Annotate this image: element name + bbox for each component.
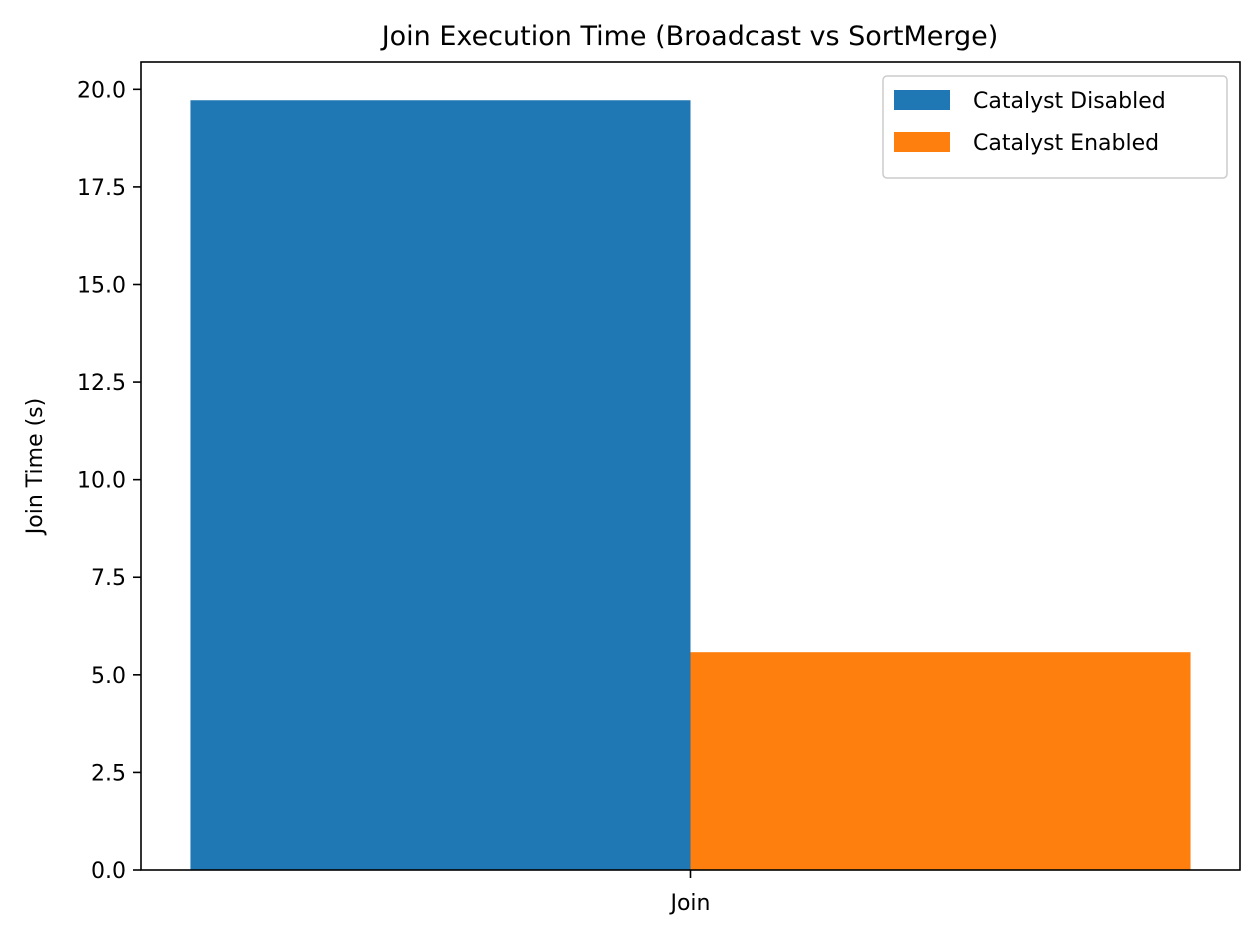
y-tick-label: 20.0 [77, 78, 126, 103]
legend-label: Catalyst Enabled [973, 131, 1159, 156]
legend-box [882, 75, 1228, 179]
y-tick-label: 12.5 [77, 371, 126, 396]
legend-swatch [894, 132, 950, 152]
x-tick-label: Join [668, 891, 710, 916]
plot-area-frame [140, 61, 1241, 871]
x-axis-ticks: Join [668, 870, 711, 916]
y-tick-label: 2.5 [91, 761, 126, 786]
y-tick-label: 0.0 [91, 859, 126, 884]
y-tick-label: 5.0 [91, 664, 126, 689]
legend-swatch [894, 90, 950, 110]
bar-catalyst-enabled [690, 652, 1191, 870]
legend: Catalyst Disabled Catalyst Enabled [882, 75, 1228, 179]
y-tick-label: 10.0 [77, 469, 126, 494]
y-tick-label: 7.5 [91, 566, 126, 591]
y-tick-label: 17.5 [77, 176, 126, 201]
bars-group [190, 100, 1191, 870]
bar-catalyst-disabled [190, 100, 691, 870]
legend-label: Catalyst Disabled [973, 89, 1166, 114]
y-axis-label: Join Time (s) [23, 398, 48, 536]
y-axis-ticks: 0.0 2.5 5.0 7.5 10.0 12.5 15.0 17.5 20.0 [77, 78, 141, 884]
chart-title: Join Execution Time (Broadcast vs SortMe… [380, 21, 999, 52]
y-tick-label: 15.0 [77, 273, 126, 298]
